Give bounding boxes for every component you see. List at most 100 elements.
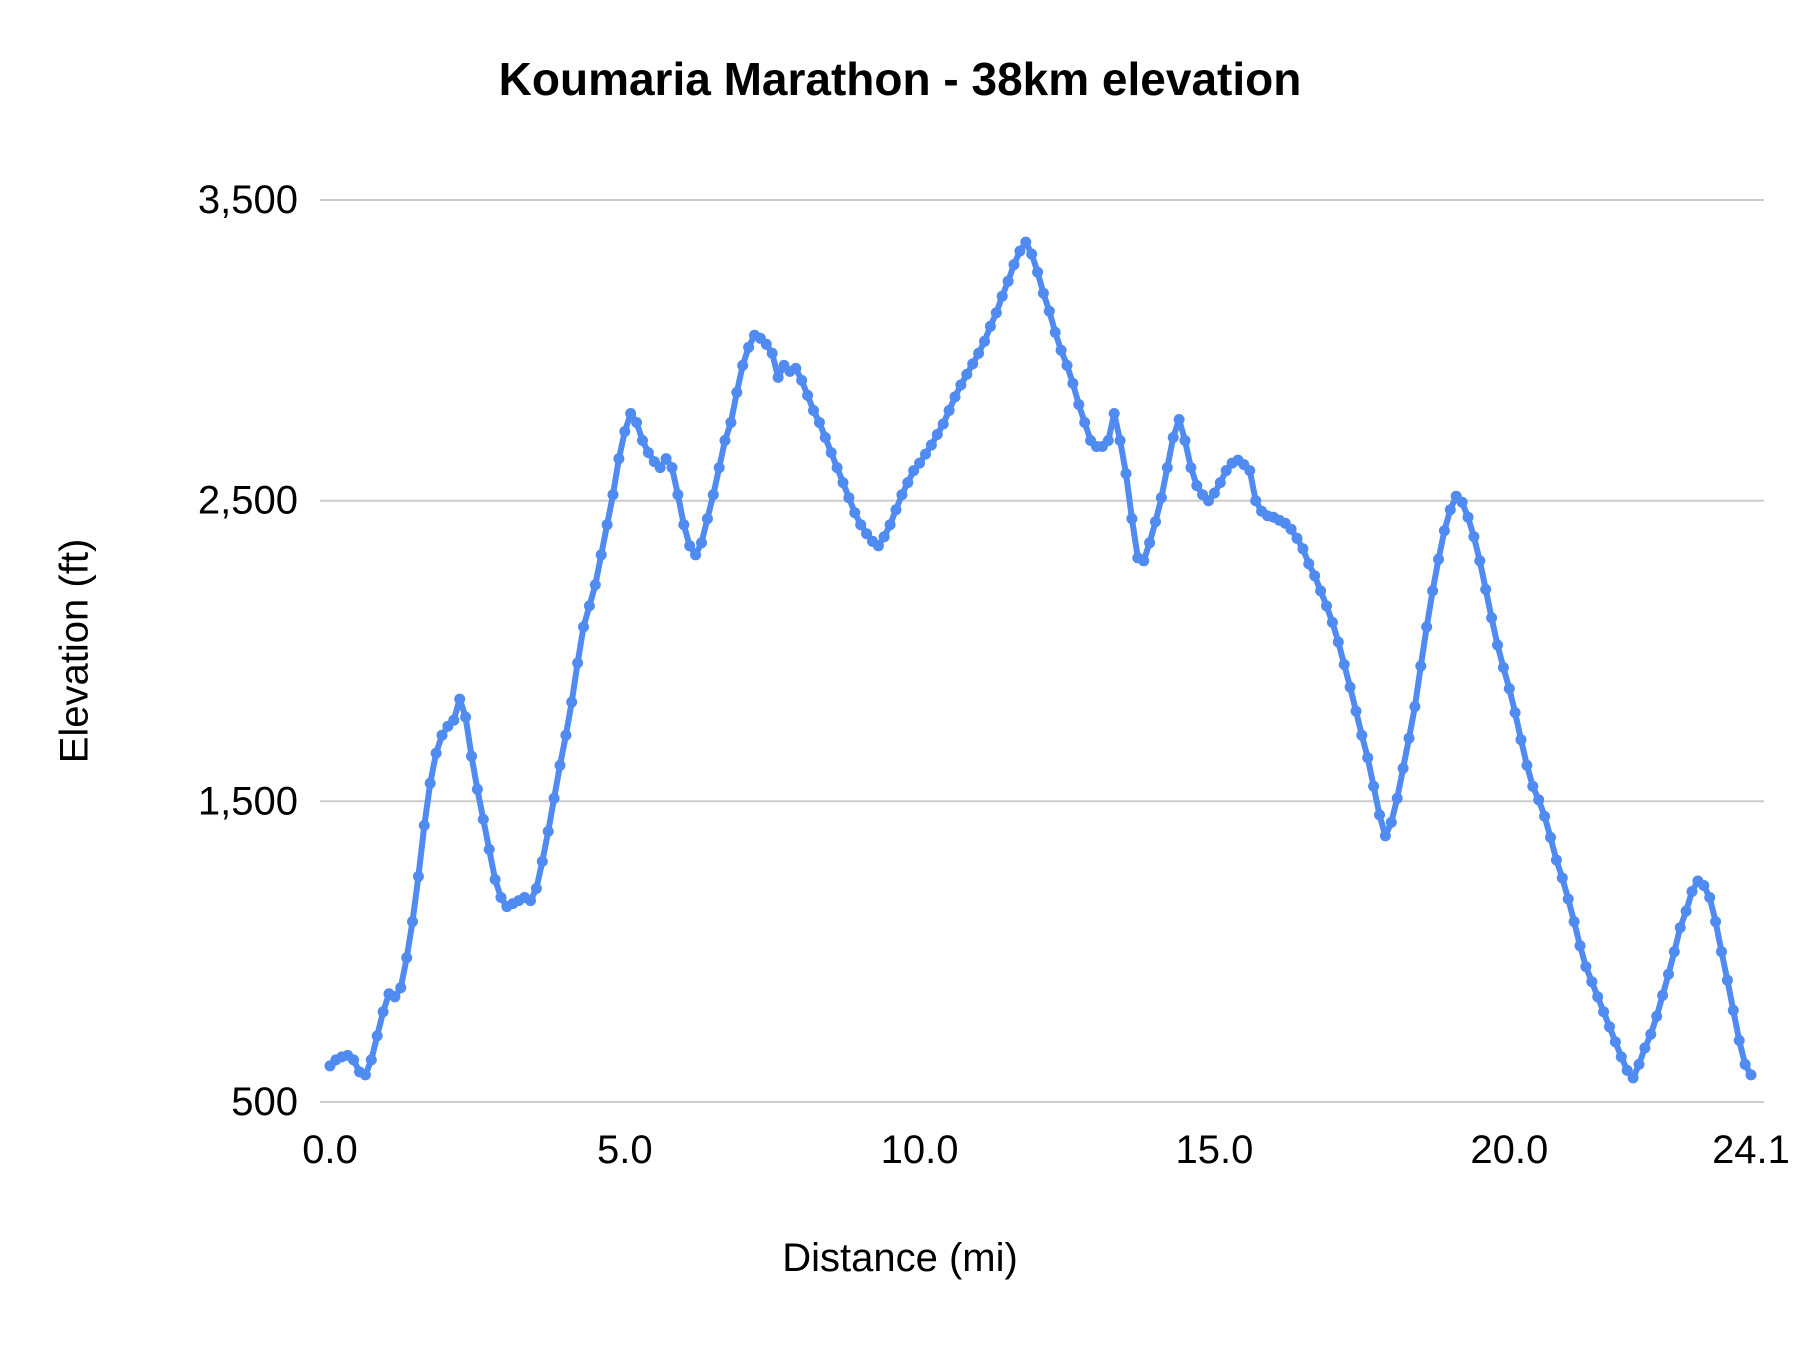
data-point (813, 417, 825, 428)
data-point (471, 783, 483, 795)
data-point (1368, 780, 1380, 792)
data-point (713, 462, 725, 474)
data-point (642, 447, 654, 459)
x-tick-label: 10.0 (881, 1128, 959, 1172)
data-point (796, 374, 808, 386)
data-point (1379, 830, 1391, 842)
data-point (1686, 886, 1698, 897)
data-point (1350, 705, 1362, 717)
data-point (1657, 989, 1669, 1001)
data-point (979, 335, 990, 347)
data-point (1185, 462, 1197, 474)
data-point (831, 462, 843, 474)
data-point (1550, 854, 1562, 866)
data-point (1120, 468, 1132, 480)
data-point (637, 435, 648, 446)
data-point (937, 418, 949, 430)
data-point (1144, 537, 1156, 549)
data-point (1073, 399, 1085, 410)
data-point (1297, 543, 1309, 555)
data-point (613, 453, 625, 465)
data-point (996, 290, 1008, 302)
data-point (1533, 794, 1545, 806)
y-tick-label: 500 (231, 1080, 298, 1124)
data-point (1020, 236, 1032, 248)
data-point (1032, 266, 1044, 278)
data-point (371, 1030, 383, 1042)
data-point (448, 714, 460, 726)
data-point (1421, 621, 1433, 633)
data-point (424, 777, 436, 789)
elevation-line (327, 239, 1754, 1081)
data-point (790, 362, 802, 374)
data-point (430, 747, 442, 759)
data-point (1138, 555, 1150, 567)
data-point (1002, 275, 1014, 287)
data-point (548, 792, 560, 804)
data-point (766, 347, 778, 359)
data-point (696, 537, 707, 549)
data-point (401, 952, 413, 964)
data-point (1055, 344, 1067, 356)
data-point (1014, 245, 1026, 257)
data-point (1208, 487, 1220, 499)
data-point (365, 1054, 377, 1066)
data-point (1102, 435, 1114, 446)
data-point (1486, 612, 1498, 624)
data-point (407, 916, 418, 928)
data-point (984, 320, 996, 332)
data-point (925, 439, 937, 451)
data-point (855, 519, 867, 531)
y-tick-label: 1,500 (198, 779, 298, 823)
data-point (908, 465, 920, 477)
data-point (1067, 377, 1079, 389)
data-point (707, 489, 719, 501)
data-point (1651, 1010, 1663, 1022)
data-point (1167, 432, 1179, 443)
data-point (1356, 729, 1368, 741)
data-point (1444, 504, 1456, 516)
data-point (890, 504, 902, 516)
data-point (1391, 792, 1403, 804)
data-point (601, 519, 613, 531)
data-point (654, 462, 666, 474)
data-point (861, 528, 873, 540)
data-point (1326, 616, 1338, 628)
data-point (495, 892, 507, 903)
data-point (1385, 816, 1397, 828)
data-point (914, 457, 926, 469)
data-point (1562, 893, 1574, 905)
data-point (931, 429, 943, 440)
data-point (466, 750, 477, 762)
data-point (1250, 495, 1262, 507)
data-point (1568, 916, 1580, 928)
data-point (808, 405, 819, 416)
data-point (460, 711, 472, 723)
data-point (560, 729, 572, 741)
data-point (701, 513, 713, 525)
data-point (1061, 359, 1073, 371)
data-point (672, 489, 684, 501)
x-tick-label: 24.1 (1712, 1128, 1790, 1172)
data-point (1179, 435, 1191, 446)
data-point (878, 531, 890, 543)
data-point (1474, 555, 1486, 567)
data-point (1545, 831, 1556, 843)
data-point (1674, 922, 1686, 934)
y-tick-label: 2,500 (198, 479, 298, 523)
data-point (1521, 759, 1533, 771)
data-point (1244, 465, 1256, 477)
data-point (660, 453, 672, 465)
x-tick-label: 20.0 (1470, 1128, 1548, 1172)
data-point (1462, 511, 1474, 523)
data-point (1397, 762, 1409, 774)
data-point (837, 477, 849, 489)
data-point (1497, 662, 1509, 673)
data-point (731, 386, 743, 398)
data-point (1574, 940, 1586, 952)
data-point (1374, 809, 1385, 821)
data-point (949, 391, 961, 403)
data-point (1698, 880, 1710, 891)
data-point (1633, 1058, 1645, 1070)
